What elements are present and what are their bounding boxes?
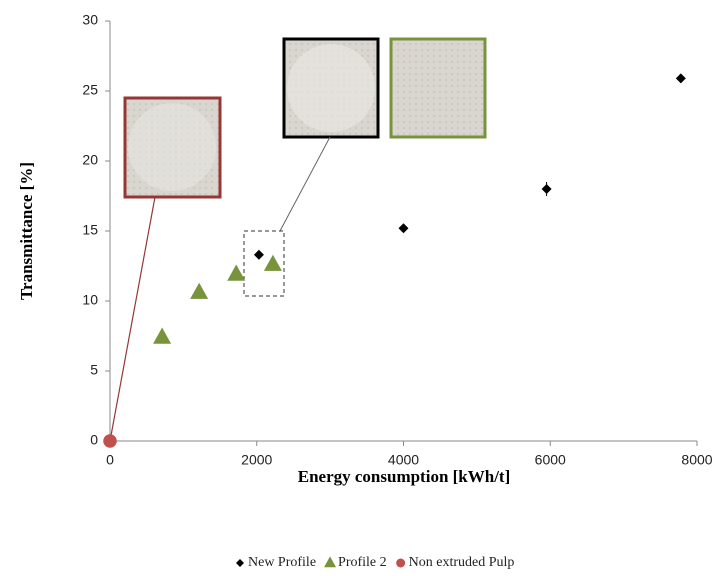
x-tick-label: 8000 [681, 452, 712, 468]
data-point [153, 327, 172, 344]
y-axis-label: Transmittance [%] [17, 162, 36, 300]
y-tick-label: 5 [90, 362, 98, 378]
x-tick-label: 6000 [535, 452, 566, 468]
inset-photo [389, 37, 487, 139]
connector [109, 196, 156, 442]
highlight-box [243, 230, 285, 297]
data-point [103, 434, 117, 448]
x-tick-label: 0 [106, 452, 114, 468]
connector [279, 136, 331, 232]
data-point [263, 254, 282, 271]
legend-label: Non extruded Pulp [409, 555, 515, 570]
y-tick-label: 15 [82, 222, 98, 238]
inset-sample [287, 44, 375, 132]
y-tick-label: 10 [82, 292, 98, 308]
x-axis-label: Energy consumption [kWh/t] [298, 467, 511, 486]
data-point [253, 249, 264, 260]
legend-marker [236, 559, 244, 567]
data-point [227, 264, 246, 281]
y-tick-label: 30 [82, 12, 98, 28]
y-tick-label: 20 [82, 152, 98, 168]
y-tick-label: 25 [82, 82, 98, 98]
data-point [541, 184, 552, 194]
legend-label: New Profile [248, 555, 316, 570]
legend-marker [324, 556, 337, 568]
x-tick-label: 2000 [241, 452, 272, 468]
y-tick-label: 0 [90, 432, 98, 448]
data-point [398, 223, 409, 234]
data-point [190, 282, 209, 299]
legend-marker [396, 558, 406, 568]
x-tick-label: 4000 [388, 452, 419, 468]
inset-sample [128, 103, 216, 191]
legend-label: Profile 2 [338, 555, 387, 570]
data-point [675, 73, 686, 84]
